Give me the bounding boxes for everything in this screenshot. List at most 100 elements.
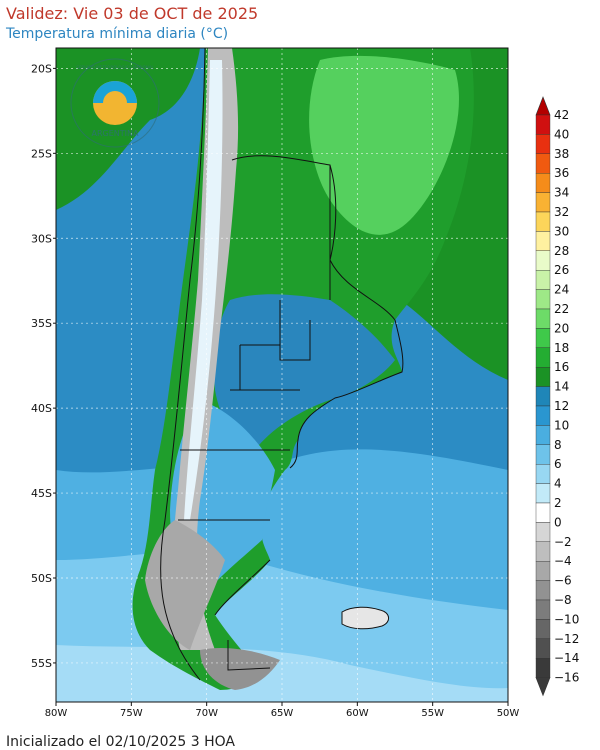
colorbar-label: −12 — [554, 632, 579, 646]
province-lines-3 — [178, 449, 290, 521]
colorbar-label: 20 — [554, 321, 569, 335]
colorbar-label: −6 — [554, 574, 572, 588]
colorbar-label: −16 — [554, 671, 579, 685]
colorbar-label: 36 — [554, 166, 569, 180]
map-title: Validez: Vie 03 de OCT de 2025 — [6, 4, 259, 23]
andes-snow — [184, 60, 223, 520]
logo-text-top: SERVICIO METEOROLÓGICO NACIONAL — [76, 65, 154, 70]
patagonia-cold — [145, 520, 225, 650]
lon-tick-label: 75W — [120, 708, 143, 719]
lat-tick-label: 50S — [31, 572, 52, 585]
colorbar-label: −10 — [554, 612, 579, 626]
colorbar-swatch — [535, 405, 551, 426]
init-time: Inicializado el 02/10/2025 3 HOA — [6, 734, 235, 750]
colorbar-swatch — [535, 172, 551, 193]
longitude-labels: 80W 75W 70W 65W 60W 55W 50W — [45, 702, 520, 719]
colorbar-swatch — [535, 386, 551, 407]
colorbar-swatch — [535, 522, 551, 543]
colorbar-swatch — [535, 289, 551, 310]
province-lines-2 — [230, 344, 300, 391]
colorbar-label: 32 — [554, 205, 569, 219]
coastline-patagonia — [214, 559, 271, 616]
lat-tick-label: 25S — [31, 147, 52, 160]
colorbar-label: 2 — [554, 496, 562, 510]
coastline-west — [160, 48, 206, 681]
colorbar-swatch — [535, 658, 551, 678]
colorbar-swatch — [535, 561, 551, 581]
colorbar-swatch — [535, 231, 551, 251]
coastline-east — [289, 319, 404, 469]
colorbar-label: −14 — [554, 651, 579, 665]
colorbar-label: 4 — [554, 477, 562, 491]
border-north — [231, 155, 396, 321]
colorbar-swatch — [535, 638, 551, 659]
malvinas-islands — [341, 606, 389, 630]
colorbar-label: 14 — [554, 380, 569, 394]
colorbar-swatch — [535, 425, 551, 445]
colorbar-swatch — [535, 619, 551, 640]
colorbar-swatch — [535, 367, 551, 387]
colorbar-swatch — [535, 192, 551, 213]
colorbar-swatch — [535, 270, 551, 290]
smn-logo: ARGENTINA SERVICIO METEOROLÓGICO NACIONA… — [70, 58, 160, 148]
colorbar-label: −8 — [554, 593, 572, 607]
lon-tick-label: 55W — [421, 708, 444, 719]
colorbar-bottom-arrow — [535, 677, 551, 697]
lat-tick-label: 30S — [31, 232, 52, 245]
colorbar-label: 0 — [554, 515, 562, 529]
colorbar-label: 30 — [554, 224, 569, 238]
lat-tick-label: 40S — [31, 402, 52, 415]
colorbar-label: 34 — [554, 186, 569, 200]
lon-tick-label: 65W — [271, 708, 294, 719]
colorbar-label: 38 — [554, 147, 569, 161]
border-fuego — [227, 640, 271, 671]
colorbar-swatch — [535, 328, 551, 348]
land-mild-zone — [214, 294, 395, 450]
colorbar-label: 42 — [554, 108, 569, 122]
lat-tick-label: 45S — [31, 487, 52, 500]
colorbar-label: 40 — [554, 127, 569, 141]
colorbar-label: −4 — [554, 554, 572, 568]
colorbar-top-arrow — [535, 96, 551, 116]
colorbar-swatch — [535, 444, 551, 465]
map-subtitle: Temperatura mínima diaria (°C) — [6, 26, 229, 42]
land-hot-zone — [309, 55, 459, 235]
latitude-labels: 20S 25S 30S 35S 40S 45S 50S 55S — [31, 62, 56, 670]
colorbar-label: 10 — [554, 418, 569, 432]
colorbar-label: 6 — [554, 457, 562, 471]
logo-arc-icon — [93, 81, 137, 103]
lat-tick-label: 35S — [31, 317, 52, 330]
colorbar-swatch — [535, 599, 551, 620]
lon-tick-label: 50W — [497, 708, 520, 719]
lon-tick-label: 60W — [346, 708, 369, 719]
logo-ring — [70, 58, 160, 148]
colorbar-swatch — [535, 250, 551, 271]
lat-tick-label: 55S — [31, 657, 52, 670]
colorbar-swatch — [535, 347, 551, 368]
colorbar-swatch — [535, 153, 551, 174]
political-borders — [160, 48, 404, 681]
colorbar-swatch — [535, 308, 551, 329]
colorbar-swatch — [535, 483, 551, 504]
colorbar-swatch — [535, 541, 551, 562]
colorbar-swatch — [535, 114, 551, 135]
colorbar-swatch — [535, 134, 551, 154]
colorbar-swatch — [535, 464, 551, 484]
graticule — [56, 48, 508, 702]
colorbar-label: 26 — [554, 263, 569, 277]
colorbar-label: 28 — [554, 244, 569, 258]
colorbar-swatch — [535, 502, 551, 523]
colorbar: 424038363432302826242220181614121086420−… — [535, 96, 579, 697]
lon-tick-label: 70W — [195, 708, 218, 719]
logo-text-bottom: ARGENTINA — [92, 129, 140, 138]
colorbar-swatch — [535, 211, 551, 232]
lon-tick-label: 80W — [45, 708, 68, 719]
colorbar-label: −2 — [554, 535, 572, 549]
colorbar-label: 18 — [554, 341, 569, 355]
province-lines — [279, 300, 311, 361]
ocean-warm-pacific — [56, 48, 200, 210]
colorbar-label: 22 — [554, 302, 569, 316]
colorbar-label: 16 — [554, 360, 569, 374]
colorbar-label: 8 — [554, 438, 562, 452]
